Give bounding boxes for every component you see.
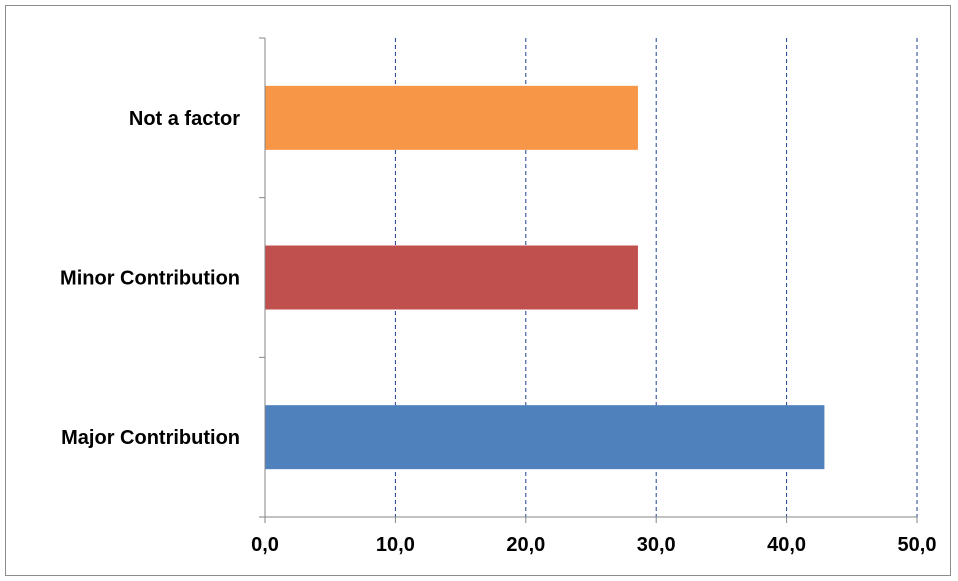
- x-tick-label: 10,0: [376, 534, 415, 556]
- category-label: Major Contribution: [61, 427, 240, 449]
- x-tick-label: 30,0: [637, 534, 676, 556]
- bar: [265, 245, 638, 310]
- x-tick-label: 40,0: [767, 534, 806, 556]
- x-tick-label: 0,0: [251, 534, 279, 556]
- category-label: Not a factor: [129, 108, 240, 130]
- labels: 0,0 10,0 20,0 30,0 40,0 50,0 Major Contributio…: [60, 108, 936, 556]
- bar: [265, 405, 825, 470]
- x-tick-label: 20,0: [506, 534, 545, 556]
- bars: [265, 85, 825, 470]
- x-tick-label: 50,0: [898, 534, 937, 556]
- category-label: Minor Contribution: [60, 268, 240, 290]
- bar: [265, 85, 638, 150]
- axes: [259, 37, 918, 523]
